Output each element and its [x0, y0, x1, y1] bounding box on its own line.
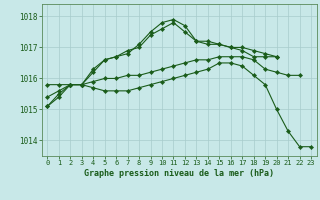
X-axis label: Graphe pression niveau de la mer (hPa): Graphe pression niveau de la mer (hPa)	[84, 169, 274, 178]
